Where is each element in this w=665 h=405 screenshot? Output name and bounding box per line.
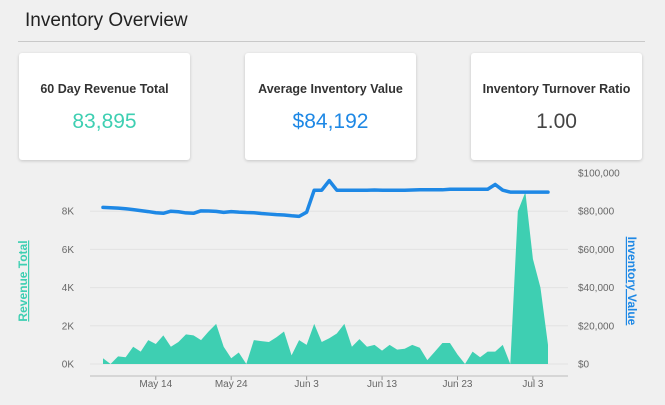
right-axis-title[interactable]: Inventory Value <box>625 237 639 326</box>
left-tick-label: 8K <box>62 207 75 218</box>
kpi-card-inventory-value[interactable]: Average Inventory Value $84,192 <box>245 53 416 160</box>
revenue-area-series[interactable] <box>103 192 548 364</box>
right-tick-label: $40,000 <box>578 283 615 294</box>
kpi-value: $84,192 <box>292 110 369 133</box>
right-tick-label: $80,000 <box>578 207 615 218</box>
kpi-card-revenue[interactable]: 60 Day Revenue Total 83,895 <box>19 53 190 160</box>
kpi-value: 1.00 <box>536 110 577 133</box>
left-tick-label: 6K <box>62 245 75 256</box>
x-tick-label: Jun 13 <box>367 379 397 390</box>
right-tick-label: $20,000 <box>578 321 615 332</box>
revenue-area[interactable] <box>103 192 548 364</box>
x-tick-label: May 24 <box>215 379 248 390</box>
revenue-inventory-chart[interactable]: 0K 2K 4K 6K 8K $0 $20,000 $40,000 $60,000 $80,00… <box>0 165 665 405</box>
left-axis-title[interactable]: Revenue Total <box>16 240 30 321</box>
page-title: Inventory Overview <box>25 10 188 31</box>
right-tick-label: $0 <box>578 360 590 371</box>
header-divider <box>18 41 645 42</box>
x-tick-label: Jun 23 <box>442 379 472 390</box>
right-tick-label: $60,000 <box>578 245 615 256</box>
right-axis: $0 $20,000 $40,000 $60,000 $80,000 $100,000 <box>578 169 620 371</box>
kpi-label: Inventory Turnover Ratio <box>482 82 631 96</box>
left-tick-label: 2K <box>62 321 75 332</box>
inventory-line-series[interactable] <box>101 178 550 219</box>
left-tick-label: 0K <box>62 360 75 371</box>
x-tick-label: Jun 3 <box>294 379 319 390</box>
x-axis: May 14 May 24 Jun 3 Jun 13 Jun 23 Jul 3 <box>90 375 568 390</box>
kpi-card-turnover[interactable]: Inventory Turnover Ratio 1.00 <box>471 53 642 160</box>
kpi-label: 60 Day Revenue Total <box>40 82 169 96</box>
kpi-label: Average Inventory Value <box>258 82 403 96</box>
inventory-value-line[interactable] <box>101 178 550 219</box>
x-tick-label: Jul 3 <box>522 379 544 390</box>
left-tick-label: 4K <box>62 283 75 294</box>
right-tick-label: $100,000 <box>578 169 620 180</box>
x-tick-label: May 14 <box>139 379 172 390</box>
left-axis: 0K 2K 4K 6K 8K <box>62 207 75 371</box>
kpi-value: 83,895 <box>72 110 137 133</box>
